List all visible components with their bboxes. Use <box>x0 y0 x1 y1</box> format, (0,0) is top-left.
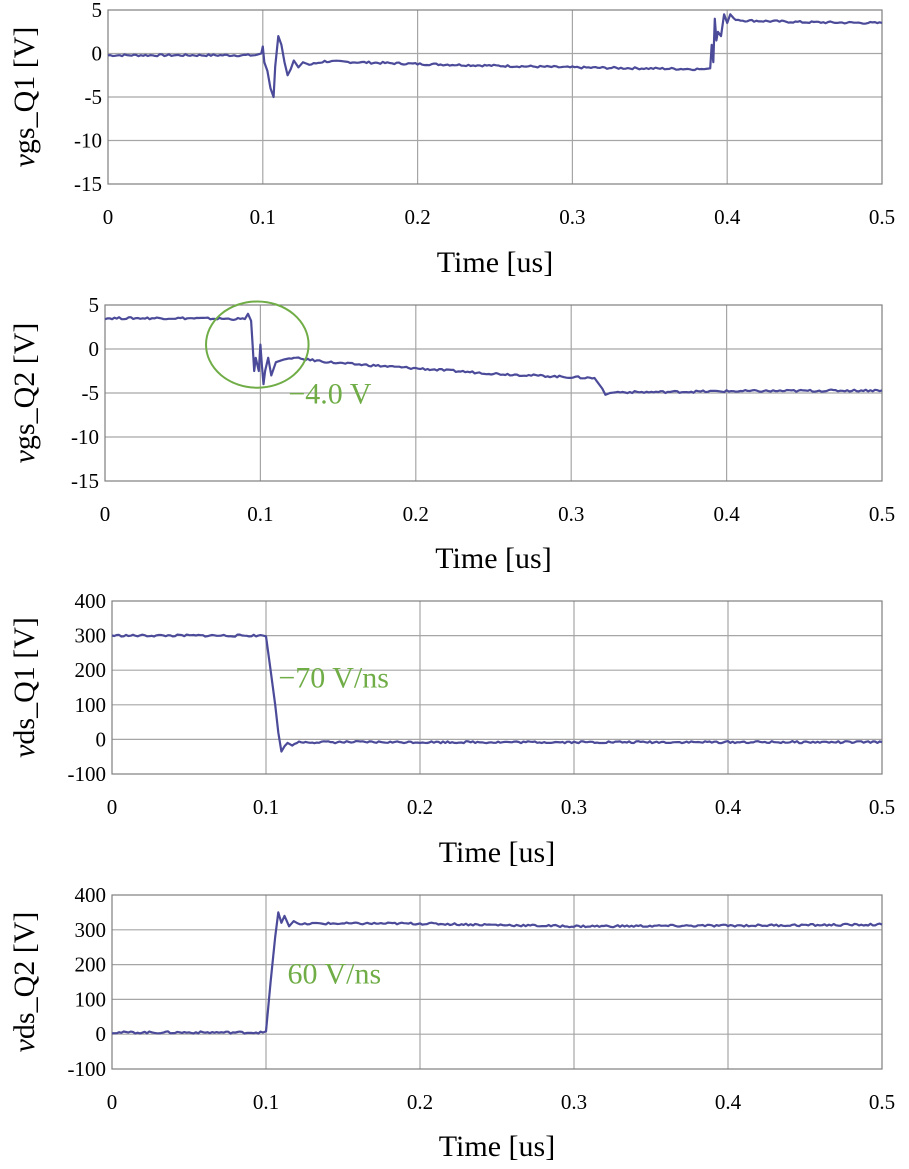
y-axis-title: vgs_Q1 [V] <box>8 27 41 168</box>
plot-frame <box>104 304 883 482</box>
x-tick-label: 0.4 <box>715 1090 742 1114</box>
x-tick-label: 0.5 <box>869 1090 895 1114</box>
x-tick-label: 0 <box>103 205 114 229</box>
annotation-label: −4.0 V <box>288 378 371 411</box>
y-tick-label: 400 <box>75 883 107 907</box>
series-line-vds_Q1 <box>111 633 883 753</box>
y-axis-title-italic: v <box>8 1038 41 1052</box>
plot-frame <box>107 9 883 185</box>
x-tick-label: 0.4 <box>715 795 742 819</box>
x-tick-label: 0 <box>107 795 118 819</box>
x-tick-label: 0 <box>100 502 111 526</box>
x-tick-label: 0.5 <box>869 502 895 526</box>
plot-frame <box>111 894 883 1070</box>
y-tick-label: 200 <box>75 658 107 682</box>
x-tick-label: 0.2 <box>404 205 430 229</box>
y-axis-title-rest: ds_Q2 [V] <box>8 912 41 1040</box>
y-axis-title-rest: gs_Q1 [V] <box>8 27 41 155</box>
y-axis-title: vds_Q2 [V] <box>8 912 41 1053</box>
x-tick-label: 0.4 <box>714 205 741 229</box>
y-tick-label: -15 <box>71 469 99 493</box>
x-tick-label: 0 <box>107 1090 118 1114</box>
y-tick-label: -100 <box>68 762 107 786</box>
y-tick-label: 100 <box>75 987 107 1011</box>
y-tick-label: 300 <box>75 624 107 648</box>
y-tick-label: 5 <box>89 293 100 317</box>
x-tick-label: 0.4 <box>713 502 740 526</box>
series-line-vgs_Q2 <box>104 312 883 396</box>
x-tick-label: 0.3 <box>561 1090 587 1114</box>
y-tick-label: 0 <box>89 337 100 361</box>
highlight-circle <box>205 300 310 389</box>
y-tick-label: -5 <box>85 85 103 109</box>
series-line-vds_Q2 <box>111 911 883 1035</box>
y-tick-label: -10 <box>71 425 99 449</box>
y-tick-label: -100 <box>68 1057 107 1081</box>
y-tick-label: -15 <box>74 172 102 196</box>
x-tick-label: 0.2 <box>403 502 429 526</box>
y-axis-title-italic: v <box>8 744 41 758</box>
y-axis-title-rest: ds_Q1 [V] <box>8 617 41 745</box>
x-tick-label: 0.5 <box>869 205 895 229</box>
y-tick-label: 400 <box>75 589 107 613</box>
y-axis-title-italic: v <box>8 449 41 463</box>
y-tick-label: 200 <box>75 953 107 977</box>
y-tick-label: 0 <box>96 1022 107 1046</box>
y-axis-title-rest: gs_Q2 [V] <box>8 323 41 451</box>
annotation-label: 60 V/ns <box>288 958 382 991</box>
y-tick-label: 0 <box>96 727 107 751</box>
x-tick-label: 0.2 <box>407 1090 433 1114</box>
y-tick-label: 5 <box>92 0 103 22</box>
x-tick-label: 0.1 <box>253 795 279 819</box>
y-axis-title-italic: v <box>8 153 41 167</box>
plot-frame <box>111 600 883 775</box>
x-tick-label: 0.3 <box>558 502 584 526</box>
x-tick-label: 0.1 <box>250 205 276 229</box>
y-tick-label: 100 <box>75 693 107 717</box>
y-tick-label: -10 <box>74 129 102 153</box>
x-tick-label: 0.1 <box>253 1090 279 1114</box>
annotation-label: −70 V/ns <box>278 662 389 695</box>
x-tick-label: 0.1 <box>247 502 273 526</box>
x-tick-label: 0.3 <box>559 205 585 229</box>
y-axis-title: vds_Q1 [V] <box>8 617 41 758</box>
x-tick-label: 0.3 <box>561 795 587 819</box>
x-axis-title: Time [us] <box>437 246 553 279</box>
y-axis-title: vgs_Q2 [V] <box>8 323 41 464</box>
y-tick-label: 0 <box>92 42 103 66</box>
x-tick-label: 0.5 <box>869 795 895 819</box>
series-line-vgs_Q1 <box>107 13 883 99</box>
y-tick-label: 300 <box>75 918 107 942</box>
x-tick-label: 0.2 <box>407 795 433 819</box>
y-tick-label: -5 <box>82 381 100 405</box>
x-axis-title: Time [us] <box>439 836 555 869</box>
x-axis-title: Time [us] <box>435 542 551 575</box>
x-axis-title: Time [us] <box>439 1130 555 1163</box>
